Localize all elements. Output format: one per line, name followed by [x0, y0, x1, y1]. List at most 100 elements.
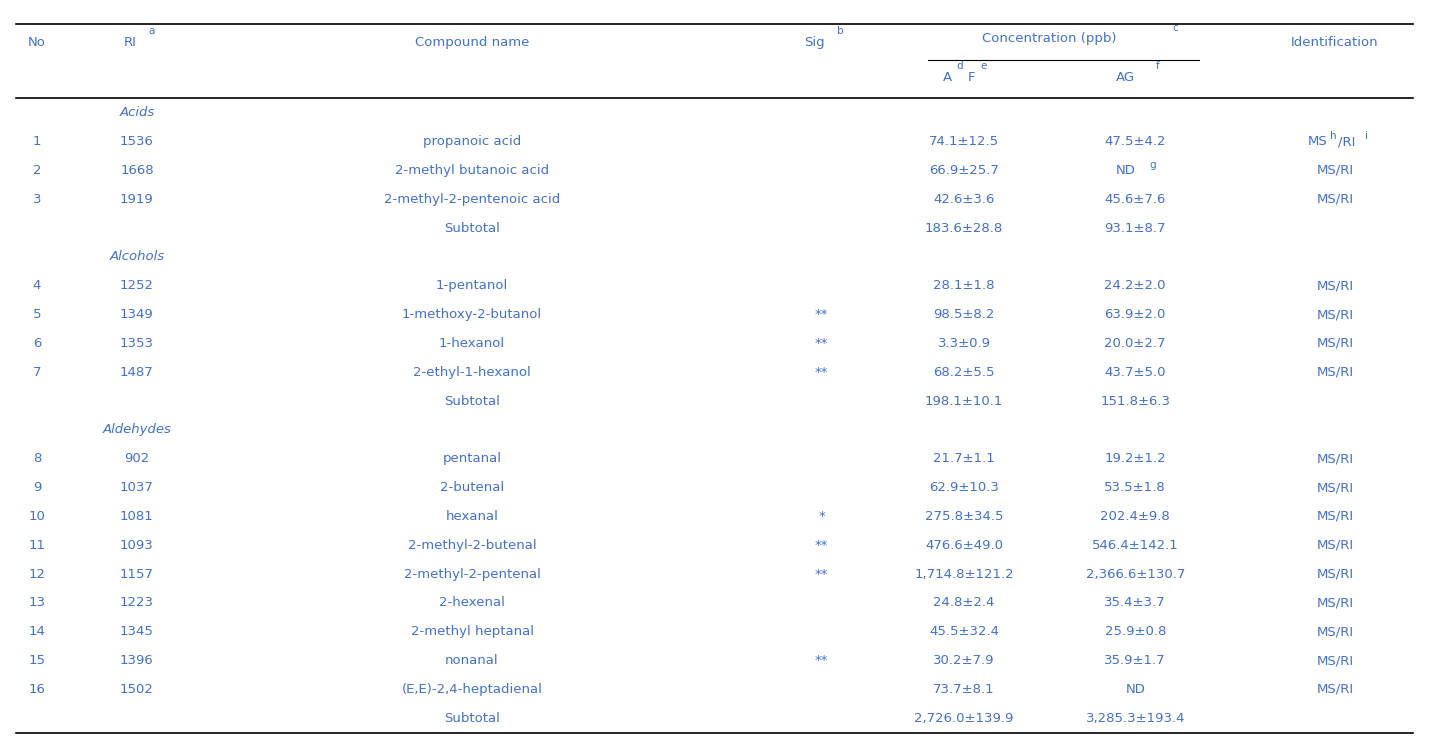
- Text: MS: MS: [1308, 135, 1328, 148]
- Text: 2-methyl heptanal: 2-methyl heptanal: [410, 625, 533, 638]
- Text: MS/RI: MS/RI: [1316, 366, 1353, 379]
- Text: 151.8±6.3: 151.8±6.3: [1100, 395, 1170, 407]
- Text: 14: 14: [29, 625, 46, 638]
- Text: RI: RI: [123, 36, 136, 49]
- Text: 9: 9: [33, 481, 41, 494]
- Text: MS/RI: MS/RI: [1316, 539, 1353, 552]
- Text: 1-pentanol: 1-pentanol: [436, 279, 509, 292]
- Text: 3.3±0.9: 3.3±0.9: [937, 337, 990, 350]
- Text: nonanal: nonanal: [446, 654, 499, 667]
- Text: 2,366.6±130.7: 2,366.6±130.7: [1086, 568, 1185, 580]
- Text: 1536: 1536: [120, 135, 154, 148]
- Text: 4: 4: [33, 279, 41, 292]
- Text: 20.0±2.7: 20.0±2.7: [1105, 337, 1166, 350]
- Text: 183.6±28.8: 183.6±28.8: [925, 222, 1003, 234]
- Text: 476.6±49.0: 476.6±49.0: [925, 539, 1003, 552]
- Text: 13: 13: [29, 596, 46, 610]
- Text: 62.9±10.3: 62.9±10.3: [929, 481, 999, 494]
- Text: MS/RI: MS/RI: [1316, 683, 1353, 696]
- Text: 1-hexanol: 1-hexanol: [439, 337, 504, 350]
- Text: 43.7±5.0: 43.7±5.0: [1105, 366, 1166, 379]
- Text: **: **: [815, 568, 829, 580]
- Text: 1487: 1487: [120, 366, 154, 379]
- Text: 15: 15: [29, 654, 46, 667]
- Text: 35.4±3.7: 35.4±3.7: [1105, 596, 1166, 610]
- Text: 7: 7: [33, 366, 41, 379]
- Text: MS/RI: MS/RI: [1316, 654, 1353, 667]
- Text: 1396: 1396: [120, 654, 154, 667]
- Text: 45.6±7.6: 45.6±7.6: [1105, 192, 1166, 206]
- Text: 1353: 1353: [120, 337, 154, 350]
- Text: Alcohols: Alcohols: [109, 250, 164, 264]
- Text: MS/RI: MS/RI: [1316, 337, 1353, 350]
- Text: a: a: [149, 26, 154, 36]
- Text: 6: 6: [33, 337, 41, 350]
- Text: 30.2±7.9: 30.2±7.9: [933, 654, 995, 667]
- Text: i: i: [1365, 130, 1368, 141]
- Text: Identification: Identification: [1290, 36, 1379, 49]
- Text: 902: 902: [124, 452, 150, 465]
- Text: 66.9±25.7: 66.9±25.7: [929, 164, 999, 177]
- Text: **: **: [815, 654, 829, 667]
- Text: **: **: [815, 308, 829, 321]
- Text: pentanal: pentanal: [443, 452, 502, 465]
- Text: 2-methyl-2-butenal: 2-methyl-2-butenal: [407, 539, 536, 552]
- Text: MS/RI: MS/RI: [1316, 481, 1353, 494]
- Text: 98.5±8.2: 98.5±8.2: [933, 308, 995, 321]
- Text: 1: 1: [33, 135, 41, 148]
- Text: 1037: 1037: [120, 481, 154, 494]
- Text: 1349: 1349: [120, 308, 154, 321]
- Text: MS/RI: MS/RI: [1316, 596, 1353, 610]
- Text: **: **: [815, 366, 829, 379]
- Text: Aldehydes: Aldehydes: [103, 423, 171, 437]
- Text: 93.1±8.7: 93.1±8.7: [1105, 222, 1166, 234]
- Text: 2-hexenal: 2-hexenal: [439, 596, 504, 610]
- Text: d: d: [956, 61, 963, 71]
- Text: 68.2±5.5: 68.2±5.5: [933, 366, 995, 379]
- Text: ND: ND: [1125, 683, 1145, 696]
- Text: 5: 5: [33, 308, 41, 321]
- Text: 198.1±10.1: 198.1±10.1: [925, 395, 1003, 407]
- Text: Concentration (ppb): Concentration (ppb): [982, 32, 1117, 45]
- Text: 10: 10: [29, 510, 46, 523]
- Text: 1,714.8±121.2: 1,714.8±121.2: [915, 568, 1015, 580]
- Text: 1081: 1081: [120, 510, 154, 523]
- Text: MS/RI: MS/RI: [1316, 279, 1353, 292]
- Text: AG: AG: [1116, 71, 1135, 84]
- Text: 275.8±34.5: 275.8±34.5: [925, 510, 1003, 523]
- Text: *: *: [817, 510, 825, 523]
- Text: A: A: [942, 71, 952, 84]
- Text: **: **: [815, 337, 829, 350]
- Text: 74.1±12.5: 74.1±12.5: [929, 135, 999, 148]
- Text: g: g: [1149, 160, 1156, 169]
- Text: 11: 11: [29, 539, 46, 552]
- Text: MS/RI: MS/RI: [1316, 452, 1353, 465]
- Text: 63.9±2.0: 63.9±2.0: [1105, 308, 1166, 321]
- Text: 1252: 1252: [120, 279, 154, 292]
- Text: MS/RI: MS/RI: [1316, 625, 1353, 638]
- Text: ND: ND: [1115, 164, 1135, 177]
- Text: MS/RI: MS/RI: [1316, 192, 1353, 206]
- Text: 1919: 1919: [120, 192, 154, 206]
- Text: F: F: [967, 71, 975, 84]
- Text: (E,E)-2,4-heptadienal: (E,E)-2,4-heptadienal: [402, 683, 543, 696]
- Text: 24.2±2.0: 24.2±2.0: [1105, 279, 1166, 292]
- Text: f: f: [1156, 61, 1160, 71]
- Text: 47.5±4.2: 47.5±4.2: [1105, 135, 1166, 148]
- Text: 8: 8: [33, 452, 41, 465]
- Text: 28.1±1.8: 28.1±1.8: [933, 279, 995, 292]
- Text: propanoic acid: propanoic acid: [423, 135, 522, 148]
- Text: Subtotal: Subtotal: [444, 712, 500, 725]
- Text: Subtotal: Subtotal: [444, 395, 500, 407]
- Text: 1668: 1668: [120, 164, 154, 177]
- Text: 2: 2: [33, 164, 41, 177]
- Text: 2-ethyl-1-hexanol: 2-ethyl-1-hexanol: [413, 366, 532, 379]
- Text: 19.2±1.2: 19.2±1.2: [1105, 452, 1166, 465]
- Text: 42.6±3.6: 42.6±3.6: [933, 192, 995, 206]
- Text: e: e: [980, 61, 987, 71]
- Text: 1223: 1223: [120, 596, 154, 610]
- Text: h: h: [1330, 130, 1336, 141]
- Text: 3,285.3±193.4: 3,285.3±193.4: [1086, 712, 1185, 725]
- Text: 73.7±8.1: 73.7±8.1: [933, 683, 995, 696]
- Text: 35.9±1.7: 35.9±1.7: [1105, 654, 1166, 667]
